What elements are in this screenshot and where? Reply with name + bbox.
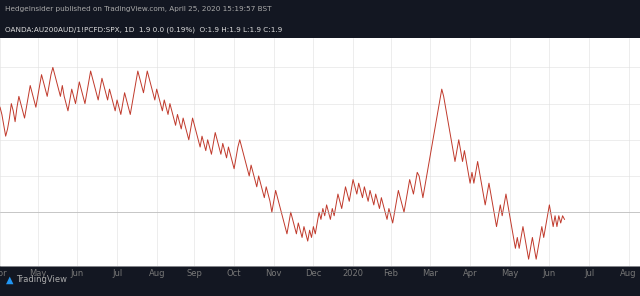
Text: TradingView: TradingView [16, 275, 67, 284]
Text: ▲: ▲ [6, 275, 14, 285]
Text: HedgeInsider published on TradingView.com, April 25, 2020 15:19:57 BST: HedgeInsider published on TradingView.co… [5, 6, 271, 12]
Text: OANDA:AU200AUD/1!PCFD:SPX, 1D  1.9 0.0 (0.19%)  O:1.9 H:1.9 L:1.9 C:1.9: OANDA:AU200AUD/1!PCFD:SPX, 1D 1.9 0.0 (0… [5, 27, 282, 33]
